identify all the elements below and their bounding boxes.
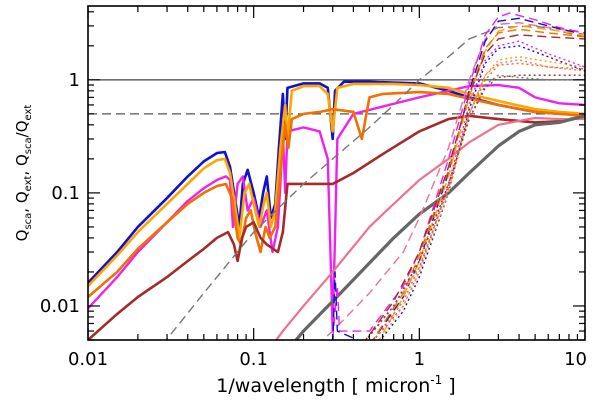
x-tick-label: 0.1 xyxy=(239,349,268,370)
x-tick-label: 1 xyxy=(414,349,425,370)
series-line-blue-dashed xyxy=(332,17,585,340)
x-tick-labels: 0.01 0.1 1 10 xyxy=(68,349,587,370)
plot-frame xyxy=(87,5,586,341)
series-line-brown-dashed xyxy=(364,34,585,340)
series-line-gray-dashed xyxy=(165,25,585,340)
y-tick-label: 0.01 xyxy=(40,296,80,317)
reference-lines xyxy=(88,79,585,115)
series-line-brown-solid xyxy=(88,114,585,340)
x-tick-label: 10 xyxy=(564,349,587,370)
series-line-pink-dashed xyxy=(321,22,585,340)
series-line-orange-dashed xyxy=(378,25,585,340)
axis-ticks xyxy=(87,6,586,341)
series-line-dark-orange-solid xyxy=(88,90,585,299)
series-line-magenta-dashed xyxy=(332,12,585,340)
series-line-dark-orange-dotted xyxy=(372,62,585,340)
series-line-dark-orange-dashed xyxy=(371,28,585,340)
series-line-blue-dotted xyxy=(379,45,585,340)
x-tick-label: 0.01 xyxy=(68,349,108,370)
x-axis-title: 1/wavelength [ micron-1 ] xyxy=(216,373,455,397)
y-axis-title: Qsca, Qext, Qsca/Qext xyxy=(13,105,34,242)
series-group xyxy=(88,12,585,340)
series-line-orange-dotted xyxy=(379,56,585,340)
y-tick-label: 1 xyxy=(69,70,80,91)
y-tick-label: 0.1 xyxy=(51,183,80,204)
series-line-pink-solid xyxy=(274,116,585,340)
y-tick-labels: 0.01 0.1 1 xyxy=(40,70,80,317)
series-line-brown-dotted xyxy=(365,74,585,340)
